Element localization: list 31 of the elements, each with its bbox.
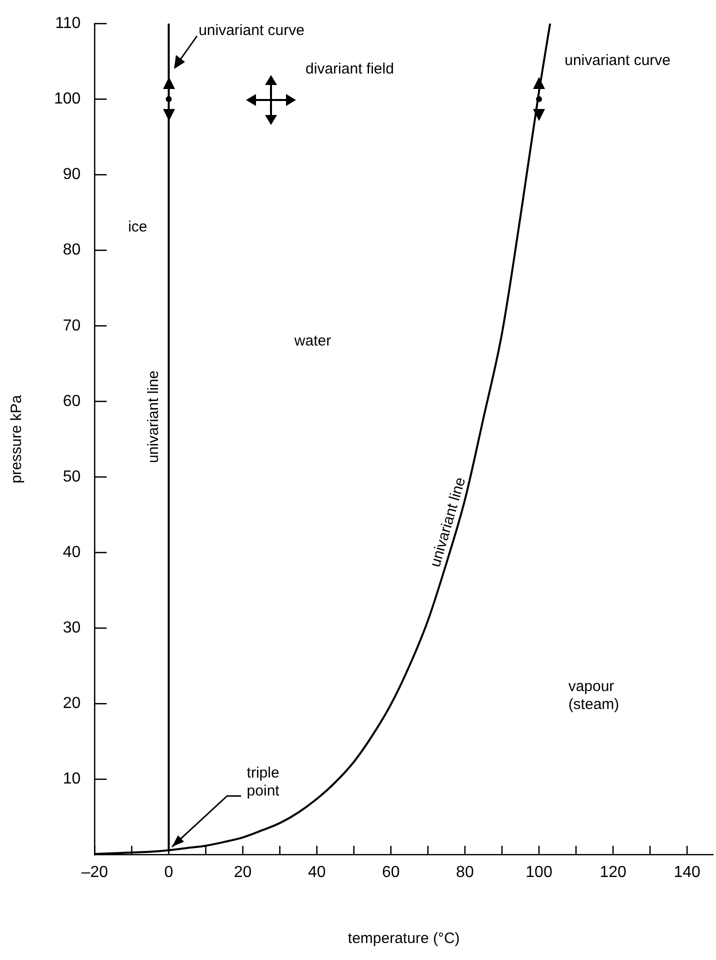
- y-tick-label: 10: [62, 770, 81, 788]
- x-tick-label: 20: [234, 864, 252, 881]
- y-tick-label: 50: [62, 468, 81, 486]
- y-tick-label: 100: [54, 90, 81, 108]
- y-tick-label: 30: [62, 620, 81, 637]
- x-tick-label: –20: [81, 864, 108, 881]
- x-tick-label: 0: [164, 864, 174, 881]
- x-tick-label: 100: [526, 864, 552, 881]
- annotation: water: [293, 332, 332, 350]
- y-tick-label: 80: [62, 242, 81, 259]
- annotation: univariant curve: [564, 52, 670, 70]
- x-tick-label: 140: [674, 864, 701, 881]
- annotation: univariant line: [145, 370, 162, 464]
- annotation: triple point: [246, 764, 280, 800]
- y-tick-label: 90: [62, 166, 81, 184]
- annotation: ice: [128, 218, 148, 236]
- y-tick-label: 110: [55, 15, 81, 32]
- x-axis-title: temperature (°C): [348, 930, 460, 948]
- annotation: divariant field: [306, 60, 394, 78]
- x-tick-label: 60: [382, 864, 400, 881]
- x-tick-label: 40: [308, 864, 326, 881]
- annotation: vapour (steam): [568, 678, 620, 714]
- y-axis-title: pressure kPa: [8, 394, 26, 484]
- y-tick-label: 40: [62, 544, 81, 561]
- y-tick-label: 70: [62, 317, 81, 334]
- y-tick-label: 20: [62, 695, 81, 712]
- x-tick-label: 120: [600, 864, 626, 881]
- annotation: univariant curve: [198, 22, 304, 40]
- y-tick-label: 60: [62, 392, 81, 410]
- x-tick-label: 80: [456, 864, 474, 881]
- annotation: univariant line: [426, 475, 470, 570]
